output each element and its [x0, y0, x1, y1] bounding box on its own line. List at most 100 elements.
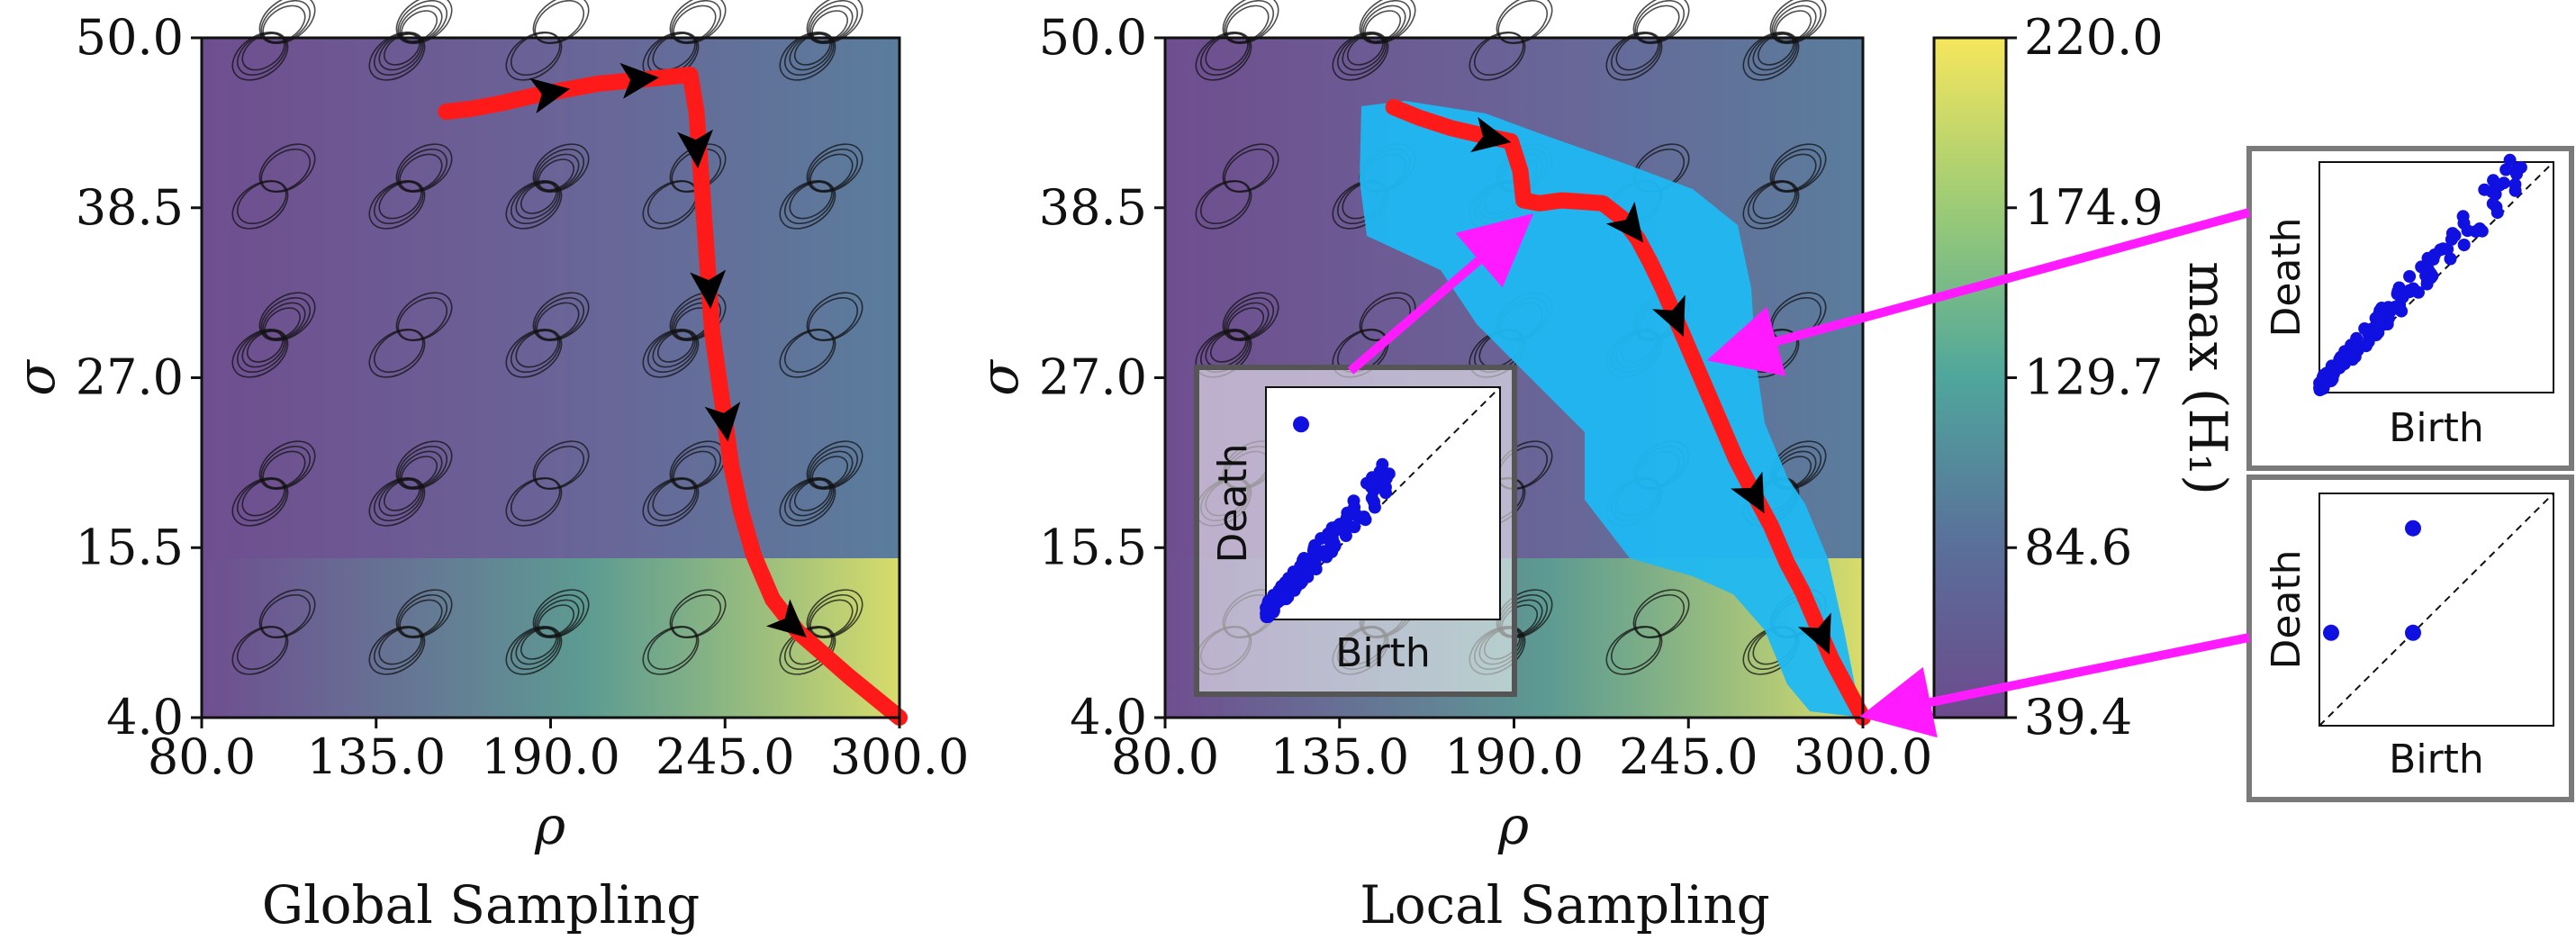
pd-top-point [2499, 163, 2513, 176]
global-attractor-lobe [260, 593, 311, 638]
pd-bottom-point [2405, 520, 2421, 537]
global-path-layer [438, 62, 908, 726]
global-attractor-grid [231, 0, 863, 675]
pd-top-point [2392, 281, 2406, 294]
local-path-layer [1385, 99, 1871, 726]
global-attractor-lobe [538, 604, 575, 637]
global-xtick-label: 190.0 [481, 728, 620, 785]
local-attractor-lobe [1769, 143, 1827, 194]
global-path-arrowhead [690, 269, 727, 309]
global-attractor-lobe [505, 476, 563, 527]
inset-point [1306, 558, 1320, 572]
pd-top-point [2445, 227, 2459, 240]
local-attractor-lobe [1634, 593, 1685, 638]
global-attractor-lobe [809, 153, 854, 192]
pd-top-point [2475, 224, 2489, 238]
local-xtick-label: 190.0 [1444, 728, 1584, 785]
global-ylabel: σ [5, 359, 67, 396]
global-attractor-lobe [264, 307, 302, 339]
pd-top-point [2373, 314, 2386, 328]
inset-point [1281, 584, 1295, 597]
inset-point [1261, 607, 1275, 620]
global-attractor-lobe [779, 179, 836, 230]
inset-point [1287, 565, 1300, 579]
global-attractor-lobe [793, 479, 831, 511]
pd-top-point [2503, 153, 2517, 167]
global-attractor-lobe [241, 330, 285, 368]
global-attractor-lobe [647, 477, 698, 522]
inset-point [1328, 539, 1342, 553]
inset-persistence-diagram: Birth Death [1194, 365, 1517, 697]
global-attractor-lobe [520, 628, 557, 660]
local-attractor-lobe [1205, 330, 1249, 368]
inset-ylabel: Death [1210, 443, 1256, 563]
pd-top-point [2510, 162, 2524, 176]
global-ytick-label: 50.0 [76, 9, 184, 66]
inset-point [1348, 501, 1361, 514]
local-path-arrowhead [1731, 471, 1765, 514]
local-ytick-label: 4.0 [1070, 689, 1147, 746]
local-ylabel: σ [969, 359, 1030, 396]
global-attractor-lobe [652, 330, 696, 368]
local-attractor-lobe [1209, 330, 1247, 363]
global-attractor-lobe [534, 296, 584, 341]
global-attractor-lobe [399, 153, 443, 192]
colorbar: 220.0 174.9 129.7 84.6 39.4 max (H₁) [1932, 9, 2238, 746]
global-attractor-lobe [241, 478, 285, 517]
global-attractor-lobe [258, 143, 316, 194]
global-attractor-lobe [671, 445, 721, 490]
local-attractor-lobe [1222, 143, 1279, 194]
pd-top-point [2403, 270, 2417, 283]
global-attractor-lobe [784, 180, 835, 225]
colorbar-tick-label: 84.6 [2024, 519, 2132, 575]
global-attractor-lobe [258, 589, 316, 639]
pd-top-point [2421, 251, 2435, 265]
local-attractor-lobe [1195, 179, 1252, 230]
global-attractor-lobe [809, 450, 854, 489]
global-ytick-label: 38.5 [76, 179, 184, 236]
global-attractor-lobe [784, 477, 835, 522]
local-attractor-lobe [1225, 302, 1270, 340]
global-attractor-lobe [642, 476, 700, 527]
local-attractor-lobe [1748, 180, 1798, 225]
global-attractor-lobe [262, 450, 306, 489]
global-attractor-lobe [536, 153, 580, 192]
global-attractor-lobe [811, 456, 849, 488]
local-xtick-label: 135.0 [1270, 728, 1409, 785]
pd-top-point [2426, 269, 2439, 283]
pd-top-point [2349, 344, 2363, 357]
pd-bottom-point [2405, 624, 2421, 641]
local-ytick-label: 38.5 [1039, 179, 1147, 236]
global-attractor-lobe [231, 625, 289, 675]
global-attractor-lobe [505, 328, 563, 378]
callout-arrow-top [1706, 208, 2251, 376]
global-attractor-lobe [511, 626, 561, 671]
pd-bottom-points [2323, 520, 2421, 641]
global-attractor-lobe [808, 296, 858, 341]
global-attractor-lobe [784, 329, 835, 374]
global-ytick-label: 4.0 [106, 689, 184, 746]
global-attractor-lobe [237, 180, 287, 225]
inset-point [1380, 467, 1394, 481]
local-ytick-label: 15.5 [1039, 519, 1147, 575]
local-attractor-lobe [1611, 626, 1661, 671]
global-attractor-lobe [671, 593, 721, 638]
pd-top-point [2489, 187, 2502, 201]
local-attractor-lobe [1605, 625, 1663, 675]
global-attractor-lobe [395, 589, 453, 639]
inset-point [1372, 476, 1386, 490]
global-attractor-lobe [808, 445, 858, 490]
pd-top-point [2339, 349, 2353, 363]
pd-top-point [2406, 283, 2419, 296]
global-attractor-lobe [374, 180, 424, 225]
colorbar-ticks: 220.0 174.9 129.7 84.6 39.4 [2006, 9, 2164, 746]
global-attractor-lobe [397, 445, 447, 490]
global-attractor-lobe [378, 181, 422, 220]
global-xtick-label: 135.0 [306, 728, 446, 785]
local-caption: Local Sampling [1360, 874, 1770, 935]
inset-point [1297, 552, 1311, 565]
global-attractor-lobe [806, 292, 863, 342]
local-attractor-lobe [1742, 179, 1800, 230]
global-attractor-lobe [532, 292, 590, 342]
global-attractor-lobe [374, 477, 424, 522]
